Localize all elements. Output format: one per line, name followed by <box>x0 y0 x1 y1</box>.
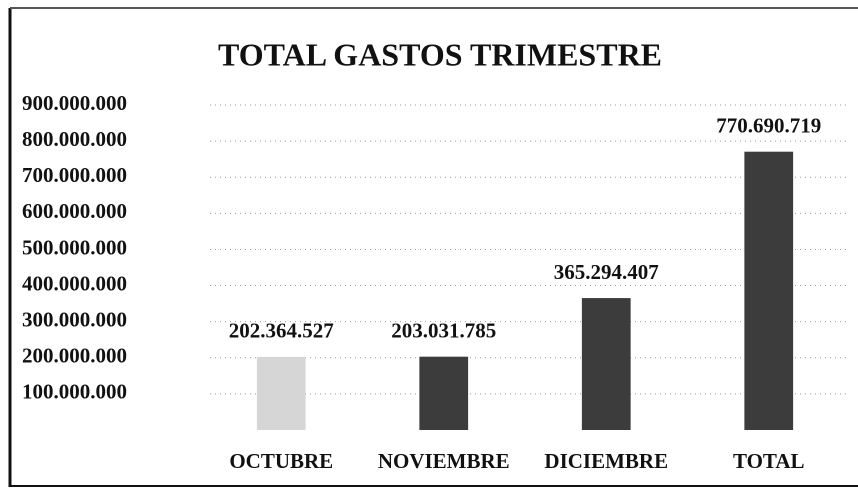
y-tick-label: 900.000.000 <box>22 91 127 115</box>
y-tick-label: 800.000.000 <box>22 127 127 151</box>
x-tick-label: OCTUBRE <box>229 449 333 473</box>
value-label: 365.294.407 <box>554 260 659 284</box>
bar <box>256 356 306 430</box>
y-tick-label: 400.000.000 <box>22 271 127 295</box>
y-tick-label: 700.000.000 <box>22 163 127 187</box>
bar <box>419 356 469 430</box>
value-label: 770.690.719 <box>716 114 821 138</box>
value-label: 203.031.785 <box>391 318 496 342</box>
bar <box>744 151 794 431</box>
y-tick-label: 100.000.000 <box>22 380 127 404</box>
y-tick-label: 300.000.000 <box>22 307 127 331</box>
y-tick-label: 500.000.000 <box>22 235 127 259</box>
y-tick-label: 600.000.000 <box>22 199 127 223</box>
x-tick-label: NOVIEMBRE <box>378 449 510 473</box>
value-label: 202.364.527 <box>229 319 334 343</box>
x-tick-label: TOTAL <box>733 449 805 473</box>
chart-title: TOTAL GASTOS TRIMESTRE <box>218 36 662 72</box>
y-tick-label: 200.000.000 <box>22 344 127 368</box>
bar <box>581 298 631 430</box>
x-tick-label: DICIEMBRE <box>544 449 668 473</box>
